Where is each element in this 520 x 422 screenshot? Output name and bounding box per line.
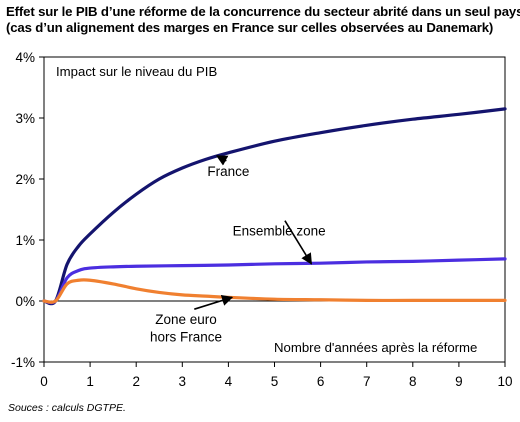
y-tick-label: 0% [15,294,35,309]
x-tick-label: 4 [225,374,233,389]
annotation-arrow [215,155,229,166]
annotation-label: Zone euro [155,312,217,327]
x-tick-label: 3 [179,374,187,389]
inner-title: Impact sur le niveau du PIB [56,64,217,79]
axes: -1% 0% 1% 2% 3% 4% 0 1 2 3 4 5 6 7 8 9 10 [11,50,513,389]
annotation-arrow [194,295,234,310]
series-line-france [42,107,507,306]
x-tick-label: 2 [132,374,140,389]
annotation-arrow [284,220,313,265]
x-tick-label: 9 [455,374,463,389]
x-tick-label: 7 [363,374,371,389]
x-tick-label: 1 [86,374,94,389]
series-line-ensemble-zone [42,257,507,305]
x-tick-label: 6 [317,374,325,389]
annotation-label: Ensemble zone [233,224,326,239]
x-tick-label: 5 [271,374,279,389]
plot-area [43,56,506,363]
source-note: Souces : calculs DGTPE. [8,402,126,414]
series-lines [42,107,507,306]
x-tick-label: 10 [497,374,512,389]
annotation-label: hors France [150,329,222,344]
annotation-label: France [207,164,249,179]
y-tick-label: 3% [15,111,35,126]
chart-subtitle: (cas d’un alignement des marges en Franc… [6,20,494,35]
y-tick-label: 1% [15,233,35,248]
chart-title: Effet sur le PIB d’une réforme de la con… [6,4,520,19]
y-tick-label: 4% [15,50,35,65]
y-tick-label: -1% [11,355,35,370]
x-tick-label: 8 [409,374,417,389]
y-tick-label: 2% [15,172,35,187]
annotations: France Ensemble zone Zone euro hors France [150,155,326,344]
x-tick-label: 0 [40,374,48,389]
x-axis-label: Nombre d'années après la réforme [274,340,477,355]
series-line-zone-euro-hors-france [42,278,507,304]
